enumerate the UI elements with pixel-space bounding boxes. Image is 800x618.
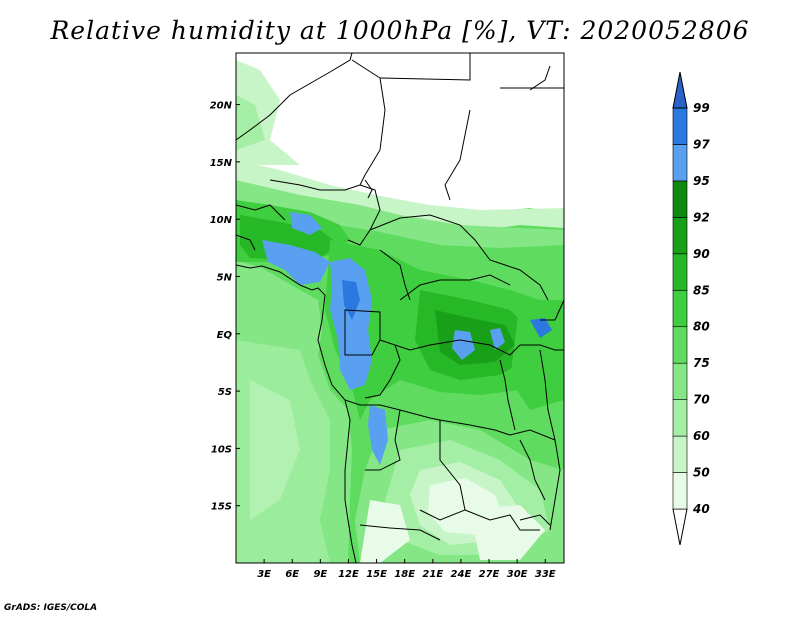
latitude-axis: 20N 15N 10N 5N EQ 5S 10S 15S: [210, 101, 240, 513]
map-frame: [235, 52, 565, 564]
lat-label: 10S: [211, 444, 232, 455]
lon-label: 33E: [535, 569, 556, 580]
credit-text: GrADS: IGES/COLA: [4, 603, 98, 613]
colorbar-segment: [672, 144, 688, 182]
colorbar-segment: [672, 472, 688, 510]
colorbar-label: 40: [692, 502, 710, 516]
lon-label: 30E: [507, 569, 528, 580]
colorbar-max-arrow: [672, 71, 688, 109]
colorbar-segment: [672, 217, 688, 255]
colorbar-label: 75: [693, 356, 710, 370]
lon-label: 24E: [451, 569, 472, 580]
colorbar-label: 70: [693, 393, 710, 407]
colorbar-segment: [672, 399, 688, 437]
lat-label: 5N: [217, 272, 233, 283]
lon-label: 12E: [338, 569, 359, 580]
colorbar-label: 99: [693, 101, 710, 115]
colorbar-segment: [672, 180, 688, 218]
colorbar-segment: [672, 326, 688, 364]
longitude-axis: 3E 6E 9E 12E 15E 18E 21E 24E 27E 30E 33E: [257, 559, 556, 580]
colorbar-min-arrow: [672, 508, 688, 546]
colorbar-segment: [672, 107, 688, 145]
lat-label: 5S: [218, 387, 232, 398]
colorbar-label: 95: [693, 174, 710, 188]
colorbar-segment: [672, 289, 688, 328]
lat-label: 15N: [210, 158, 233, 169]
lat-label: 10N: [210, 215, 233, 226]
colorbar-segment: [672, 435, 688, 473]
lon-label: 6E: [285, 569, 299, 580]
lat-label: 15S: [211, 502, 232, 513]
lon-label: 21E: [422, 569, 443, 580]
humidity-field: [236, 53, 564, 563]
colorbar-label: 85: [693, 283, 710, 297]
colorbar-label: 50: [693, 466, 710, 480]
lon-label: 9E: [313, 569, 327, 580]
country-borders: [236, 53, 564, 563]
colorbar-label: 97: [693, 137, 710, 151]
map-title: Relative humidity at 1000hPa [%], VT: 20…: [50, 16, 750, 45]
colorbar-segment: [672, 362, 688, 400]
lon-label: 27E: [479, 569, 500, 580]
lat-label: EQ: [217, 330, 233, 341]
colorbar-label: 90: [693, 247, 710, 261]
lon-label: 18E: [394, 569, 415, 580]
colorbar: 40 50 60 70 75 80 85 90 92 95 97 99: [672, 71, 710, 546]
colorbar-segment: [672, 253, 688, 291]
colorbar-label: 92: [693, 210, 710, 224]
lon-label: 3E: [257, 569, 271, 580]
lon-label: 15E: [366, 569, 387, 580]
lat-label: 20N: [210, 101, 233, 112]
colorbar-label: 80: [693, 320, 710, 334]
colorbar-label: 60: [693, 429, 710, 443]
